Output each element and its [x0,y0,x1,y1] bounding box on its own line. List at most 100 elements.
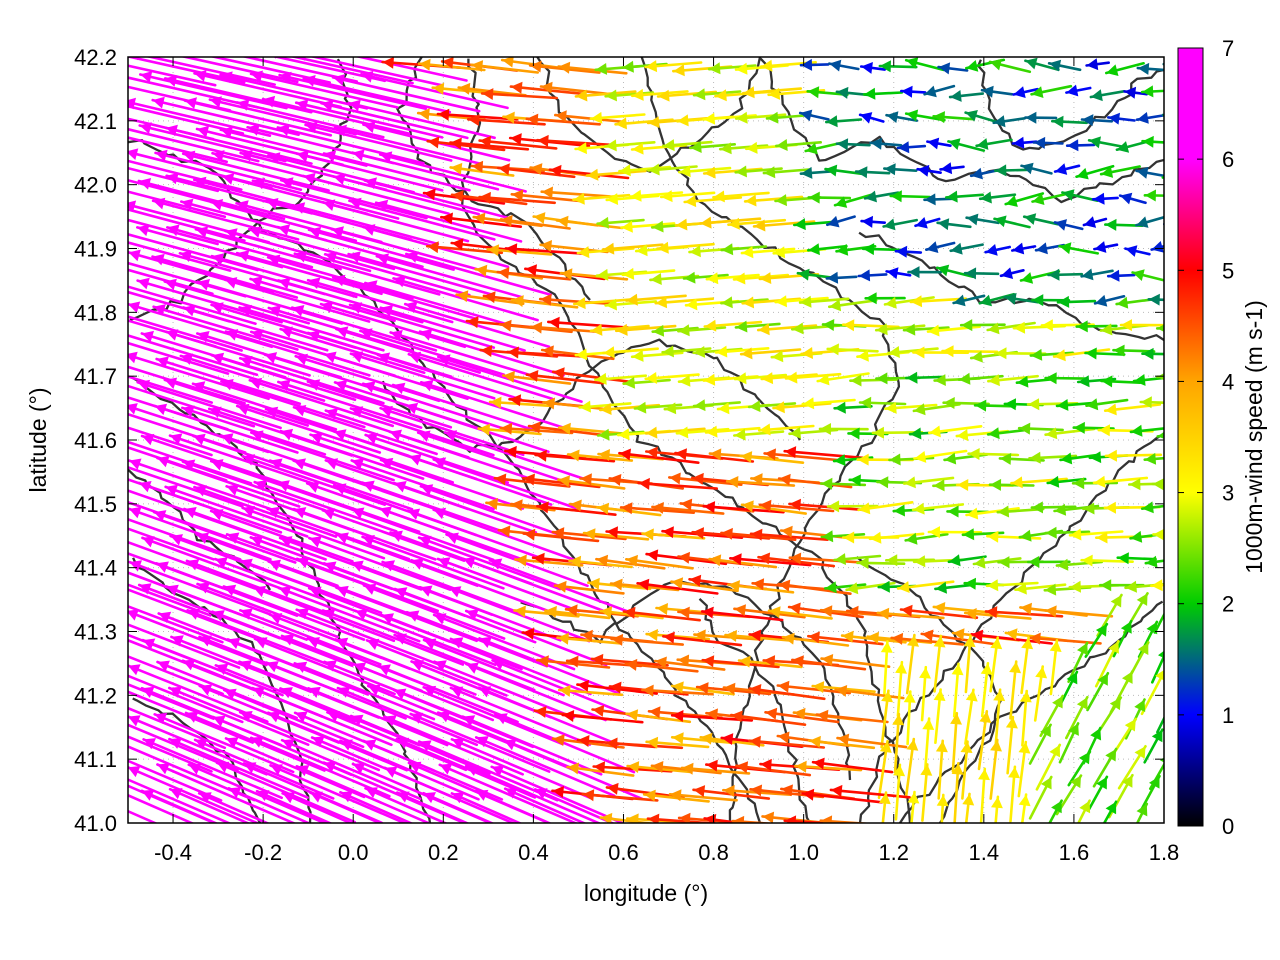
wind-vector-head [988,374,1000,387]
wind-vector-shaft [128,706,227,750]
wind-vector [140,433,286,486]
wind-vector-head [112,787,125,798]
wind-vector-head [735,320,748,333]
wind-vector-head [210,199,224,211]
wind-vector-head [335,380,348,392]
wind-vector-head [183,304,196,317]
wind-vector-head [376,253,389,265]
wind-vector [215,761,357,823]
wind-vector-head [938,62,951,75]
wind-vector-head [694,629,706,642]
wind-vector-shaft [513,558,584,567]
wind-vector-head [364,177,377,190]
wind-vector [790,655,867,671]
wind-vector-head [72,151,84,163]
wind-vector-head [1130,530,1143,543]
wind-vector-shaft [292,405,438,456]
wind-vector [955,429,1010,442]
wind-vector-head [309,536,322,548]
wind-vector [860,215,887,228]
wind-vector [185,559,329,615]
wind-vector [128,351,270,401]
wind-vector [376,352,523,401]
wind-vector-head [730,553,742,566]
wind-vector-shaft [279,327,426,375]
wind-vector-shaft [141,638,284,697]
wind-vector-shaft [418,330,565,377]
wind-vector-head [721,296,733,309]
wind-vector-head [577,246,590,259]
wind-vector-shaft [618,451,700,465]
wind-vector-head [600,812,613,823]
wind-vector-shaft [306,380,453,429]
wind-vector-head [802,397,815,410]
wind-vector [419,379,566,430]
wind-vector [893,763,906,821]
wind-vector-head [761,372,774,385]
wind-vector [334,326,482,374]
wind-vector-head [211,253,225,265]
wind-vector [1044,526,1091,539]
wind-vector [1052,348,1111,362]
wind-vector-head [419,740,432,752]
wind-vector [556,632,623,645]
wind-vector-head [950,242,963,255]
wind-vector-head [280,326,293,338]
wind-vector-head [1054,503,1067,516]
wind-vector [899,85,927,98]
wind-vector-head [320,45,332,57]
wind-vector [965,506,1020,520]
wind-vector-shaft [548,168,630,180]
wind-vector [641,528,706,541]
wind-vector-shaft [223,688,365,749]
wind-vector [892,712,905,774]
wind-vector-head [376,199,389,212]
wind-vector [820,654,891,669]
wind-vector-head [933,635,946,648]
wind-vector-head [678,606,690,619]
wind-vector [496,267,572,281]
wind-vector-head [936,794,949,807]
wind-vector-head [606,526,618,539]
wind-vector-shaft [674,451,755,463]
wind-vector [276,379,423,429]
wind-vector-head [340,739,353,751]
wind-vector-head [807,86,820,99]
y-tick-label: 41.2 [74,683,117,708]
wind-vector-head [706,759,718,772]
wind-vector-head [166,172,179,185]
wind-vector [777,473,853,489]
wind-vector-head [937,264,950,277]
wind-vector [513,605,580,618]
wind-vector-head [857,349,869,362]
wind-vector-head [128,740,129,742]
wind-vector [677,165,732,178]
wind-vector [513,554,584,567]
wind-vector-head [486,498,498,510]
wind-vector-head [632,142,644,155]
wind-vector-head [390,330,403,342]
wind-vector [895,660,907,718]
wind-vector-head [128,609,139,621]
wind-vector-head [409,454,422,466]
wind-vector [676,324,727,337]
colorbar-tick-label: 0 [1222,814,1234,839]
wind-vector-head [1070,775,1081,789]
wind-vector-head [758,552,771,565]
wind-vector-head [648,116,660,129]
wind-vector [877,739,892,800]
wind-vector-shaft [276,225,424,269]
wind-vector [999,267,1025,279]
wind-vector-head [675,218,688,231]
wind-vector-head [991,796,1003,809]
wind-vector [1026,398,1079,411]
wind-vector [525,113,602,126]
wind-vector-head [603,346,615,359]
wind-vector-head [960,741,973,753]
wind-vector-head [709,62,721,75]
wind-vector [331,274,479,321]
wind-vector [548,164,630,180]
wind-vector-head [672,732,684,745]
wind-vector-head [466,609,479,621]
wind-vector-head [611,578,623,591]
